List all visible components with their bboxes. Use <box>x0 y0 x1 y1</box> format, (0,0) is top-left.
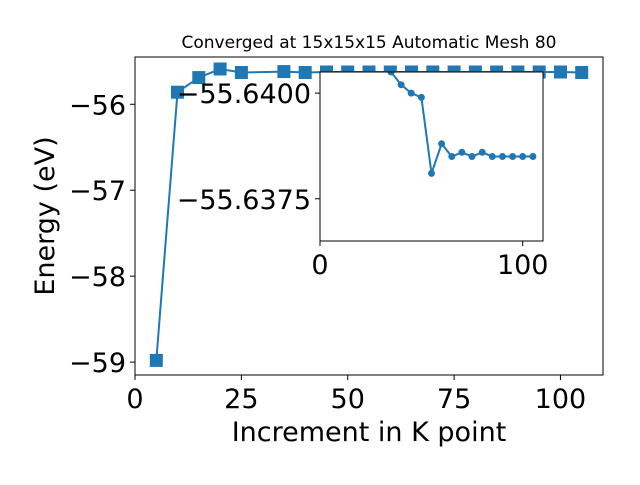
main-data-point <box>234 66 248 79</box>
inset-y-tick-label: −55.6400 <box>177 79 311 110</box>
inset-data-point <box>438 140 446 148</box>
inset-data-point <box>488 153 496 160</box>
main-axes-frame <box>134 56 604 376</box>
inset-y-tick-label: −55.6375 <box>177 185 311 216</box>
inset-x-ticks: 0 100 <box>311 241 549 281</box>
inset-data-point <box>509 153 517 160</box>
main-data-point <box>192 71 206 85</box>
inset-data-point <box>397 81 405 89</box>
inset-data-point <box>387 72 395 76</box>
inset-data-point <box>448 153 456 160</box>
main-data-point <box>213 62 227 76</box>
main-data-point <box>554 65 567 79</box>
main-data-point <box>149 353 163 367</box>
main-x-ticks: 0 25 50 75 100 <box>126 375 586 415</box>
main-y-tick-label: −57 <box>69 176 126 207</box>
inset-data-point <box>519 153 527 160</box>
main-x-tick-label: 0 <box>126 384 143 415</box>
y-axis-label: Energy (eV) <box>30 136 61 295</box>
main-data-point <box>575 66 589 79</box>
main-data-point <box>298 66 312 79</box>
main-data-point <box>277 65 291 79</box>
inset-series <box>387 72 537 177</box>
inset-data-point <box>458 148 466 156</box>
inset-data-point <box>468 153 476 160</box>
main-y-tick-label: −59 <box>69 348 126 379</box>
chart-title: Converged at 15x15x15 Automatic Mesh 80 <box>182 33 557 53</box>
x-axis-label: Increment in K point <box>232 417 507 448</box>
main-y-tick-label: −56 <box>69 90 126 121</box>
inset-data-point <box>499 153 506 160</box>
inset-x-tick-label: 100 <box>497 250 549 281</box>
inset-plot: 0 100 −55.6400 −55.6375 <box>177 71 549 281</box>
inset-data-point <box>478 148 486 156</box>
inset-data-point <box>417 93 425 101</box>
inset-data-point <box>407 89 415 97</box>
main-x-tick-label: 25 <box>224 384 258 415</box>
main-x-tick-label: 100 <box>535 384 587 415</box>
inset-y-ticks: −55.6400 −55.6375 <box>177 79 320 216</box>
main-x-tick-label: 50 <box>331 384 365 415</box>
inset-x-tick-label: 0 <box>311 250 328 281</box>
inset-data-point <box>428 169 435 177</box>
main-data-point <box>171 85 184 99</box>
main-y-ticks: −59 −58 −57 −56 <box>69 90 135 379</box>
main-x-tick-label: 75 <box>437 384 471 415</box>
inset-data-point <box>529 153 537 160</box>
main-y-tick-label: −58 <box>69 262 126 293</box>
inset-axes-frame <box>319 71 544 242</box>
